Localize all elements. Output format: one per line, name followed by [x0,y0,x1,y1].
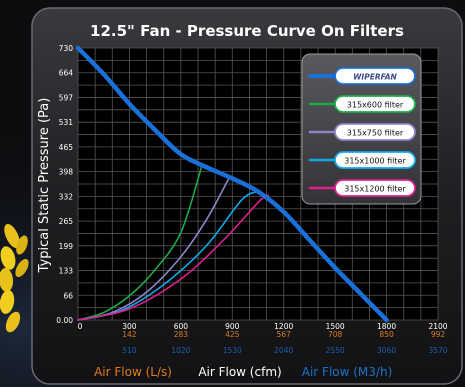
legend-item: 315x750 filter [308,123,416,141]
series-line-filter [77,166,203,321]
legend-item: 315x1200 filter [308,179,416,197]
y-tick-label: 0.00 [56,316,73,325]
legend-label: WIPERFAN [353,73,397,82]
chart-title: 12.5" Fan - Pressure Curve On Filters [90,22,404,40]
y-tick-label: 66 [63,291,73,300]
y-tick-labels: 0.00 66 133 199 265 332 398 465 531 597 664 730 [56,44,73,325]
laurel-decoration [0,223,29,333]
legend-label: 315x1000 filter [344,157,406,166]
legend-pill [334,179,416,197]
y-tick-label: 133 [59,267,74,276]
y-tick-label: 664 [59,69,74,78]
x-tick-label-cfm: 1200 [274,322,293,331]
y-tick-label: 465 [59,143,74,152]
x-tick-label-cfm: 1800 [377,322,396,331]
legend-label: 315x750 filter [347,129,404,138]
x-tick-label-cfm: 1500 [326,322,345,331]
x-tick-labels: 0 300 600 900 1200 1500 1800 2100 142 283 425 567 70… [78,322,448,355]
x-tick-label-m3h: 2550 [326,346,345,355]
x-tick-label-ls: 142 [122,330,137,339]
y-tick-label: 531 [59,118,74,127]
x-tick-label-cfm: 900 [225,322,240,331]
legend-label: 315x600 filter [347,101,404,110]
legend: WIPERFAN 315x600 filter 315x750 filter 315x… [301,53,422,205]
y-tick-label: 597 [59,93,74,102]
x-axis-label-ls: Air Flow (L/s) [94,365,172,379]
y-tick-label: 398 [59,168,74,177]
series-line-filter [77,194,270,321]
series-line-fan [75,45,389,323]
y-tick-label: 332 [59,192,74,201]
legend-pill [334,123,416,141]
y-tick-label: 730 [59,44,74,53]
x-tick-label-m3h: 3060 [377,346,396,355]
x-tick-label-cfm: 600 [174,322,189,331]
x-tick-label-cfm: 2100 [428,322,447,331]
series-layer [75,45,389,323]
legend-item: WIPERFAN [308,67,416,85]
x-tick-label-m3h: 510 [122,346,137,355]
x-axis-label-cfm: Air Flow (cfm) [198,365,281,379]
y-tick-label: 199 [59,242,74,251]
legend-pill [334,95,416,113]
x-tick-label-ls: 992 [431,330,446,339]
legend-pill [334,67,416,85]
legend-label: 315x1200 filter [344,185,406,194]
x-tick-label-m3h: 1530 [223,346,242,355]
x-axis-label-m3h: Air Flow (M3/h) [302,365,393,379]
x-tick-label-m3h: 1020 [171,346,190,355]
legend-item: 315x1000 filter [308,151,416,169]
x-tick-label-ls: 283 [174,330,189,339]
x-tick-label-cfm: 0 [78,322,83,331]
y-tick-label: 265 [59,217,74,226]
x-tick-label-cfm: 300 [122,322,137,331]
legend-item: 315x600 filter [308,95,416,113]
x-tick-label-ls: 850 [379,330,394,339]
y-axis-label: Typical Static Pressure (Pa) [37,98,52,274]
x-tick-label-ls: 567 [277,330,292,339]
x-tick-label-m3h: 3570 [428,346,447,355]
legend-pill [334,151,416,169]
x-tick-label-m3h: 2040 [274,346,293,355]
x-tick-label-ls: 425 [225,330,240,339]
x-tick-label-ls: 708 [328,330,343,339]
